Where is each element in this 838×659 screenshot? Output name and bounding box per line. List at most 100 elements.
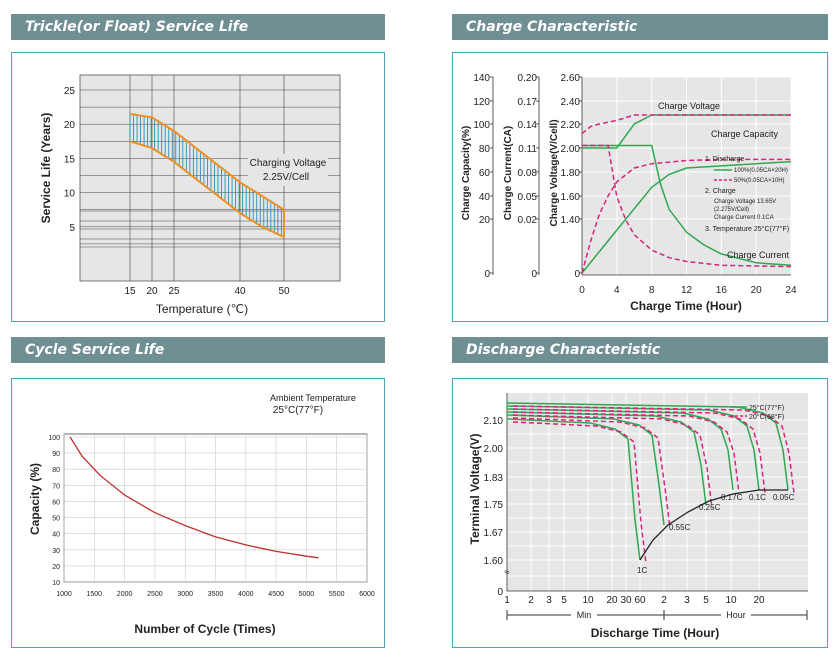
charge-y2tick-label: 0.11 <box>518 144 537 155</box>
discharge-rate-label: 0.05C <box>773 493 795 502</box>
cycle-xtick-label: 5000 <box>299 591 315 598</box>
trickle-xtick-label: 20 <box>146 286 158 297</box>
trickle-ytick-label: 15 <box>64 154 76 165</box>
discharge-xtick-label: 60 <box>634 595 646 606</box>
charge-y2tick-label: 0.02 <box>518 215 538 226</box>
trickle-xtick-label: 15 <box>124 286 136 297</box>
panel-trickle: 5 10 15 20 25 15 20 25 40 50 Temperature (℃) Servic… <box>11 52 385 322</box>
trickle-xtick-label: 50 <box>278 286 290 297</box>
charge-current-label: Charge Current <box>727 250 790 260</box>
charge-xtick-label: 16 <box>716 285 728 296</box>
discharge-curve-25c-5 <box>506 402 789 491</box>
discharge-curve-20c-3 <box>512 411 740 494</box>
discharge-endpoint-line <box>639 489 788 561</box>
charge-y3tick-label: 1.80 <box>561 168 581 179</box>
charge-legend-l2a: Charge Voltage 13.65V <box>714 199 776 205</box>
discharge-axis-break: ≈ <box>505 567 510 577</box>
cycle-ytick-label: 70 <box>52 483 60 490</box>
cycle-xtick-label: 6000 <box>359 591 375 598</box>
trickle-xtick-label: 40 <box>234 286 246 297</box>
cycle-xtick-label: 3500 <box>208 591 224 598</box>
charge-voltage-label: Charge Voltage <box>658 101 720 111</box>
charge-y2tick-label: 0.08 <box>518 168 538 179</box>
cycle-yaxis-title: Capacity (%) <box>28 463 42 535</box>
discharge-rate-label: 0.25C <box>699 503 721 512</box>
trickle-ytick-label: 10 <box>64 189 76 200</box>
charge-legend-l2: 2. Charge <box>705 188 736 195</box>
cycle-xtick-label: 4000 <box>238 591 254 598</box>
discharge-xtick-label: 20 <box>753 595 765 606</box>
discharge-rate-label: 0.55C <box>669 523 691 532</box>
charge-legend-l2c: Charge Current 0.1CA <box>714 215 774 221</box>
panel-charge: 140 120 100 80 60 40 20 0 0.20 0.17 0.14 0.11 0.08 0.… <box>452 52 828 322</box>
cycle-xtick-label: 4500 <box>268 591 284 598</box>
charge-current-50-line <box>582 144 792 268</box>
charge-voltage-50-line <box>581 114 791 135</box>
cycle-ytick-label: 20 <box>52 564 60 571</box>
cycle-ytick-label: 60 <box>52 499 60 506</box>
header-cycle: Cycle Service Life <box>11 337 385 363</box>
charge-y1tick-label: 120 <box>473 97 490 108</box>
trickle-xtick-label: 25 <box>168 286 180 297</box>
discharge-xtick-label: 10 <box>582 595 594 606</box>
discharge-xtick-label: 5 <box>703 595 709 606</box>
discharge-ytick-label: 0 <box>497 587 503 598</box>
discharge-plot-area <box>507 393 808 591</box>
discharge-xtick-label: 30 <box>620 595 632 606</box>
charge-y1tick-label: 60 <box>479 168 491 179</box>
charge-xtick-label: 0 <box>579 285 585 296</box>
cycle-title-line2: 25°C(77°F) <box>273 405 323 416</box>
charge-y2tick-label: 0.17 <box>518 97 538 108</box>
discharge-curve-20c-2 <box>512 414 713 509</box>
charge-y2axis-title: Charge Current(CA) <box>503 126 514 220</box>
charge-y3axis-title: Charge Voltage(V/Cell) <box>549 119 560 226</box>
discharge-rate-label: 0.17C <box>721 493 743 502</box>
discharge-hour-label: Hour <box>726 610 746 620</box>
cycle-ytick-label: 50 <box>52 516 60 523</box>
discharge-min-label: Min <box>577 610 592 620</box>
charge-legend-l1: 1. Discharge <box>705 156 744 163</box>
panel-discharge: 2.10 2.00 1.83 1.75 1.67 1.60 0 1 2 3 5 10 20 30 60 2 3 5… <box>452 378 828 648</box>
cycle-title-line1: Ambient Temperature <box>270 393 356 403</box>
cycle-ytick-label: 10 <box>52 580 60 587</box>
charge-xtick-label: 12 <box>681 285 693 296</box>
cycle-chart: 10 20 30 40 50 60 70 80 90 100 1000 1500 2000 2500 300… <box>28 393 375 636</box>
trickle-chart: 5 10 15 20 25 15 20 25 40 50 Temperature (℃) Servic… <box>39 74 341 316</box>
discharge-rate-label: 0.1C <box>749 493 766 502</box>
discharge-xtick-label: 1 <box>504 595 510 606</box>
discharge-curve-20c-1 <box>512 417 671 529</box>
discharge-yaxis-title: Terminal Voltage(V) <box>468 434 482 545</box>
discharge-min-bg <box>571 609 597 621</box>
cycle-xtick-label: 1000 <box>56 591 72 598</box>
trickle-yaxis-title: Service Life (Years) <box>39 113 53 224</box>
discharge-ytick-label: 1.60 <box>484 556 504 567</box>
trickle-upper-curve <box>129 112 285 211</box>
discharge-curve-25c-1 <box>506 414 665 526</box>
cycle-capacity-line <box>69 436 319 559</box>
charge-y1tick-label: 0 <box>484 269 490 280</box>
charge-capacity-label: Charge Capacity <box>711 129 779 139</box>
trickle-annotation-line2: 2.25V/Cell <box>263 172 309 183</box>
charge-y3tick-label: 2.20 <box>561 120 581 131</box>
charge-y1tick-label: 140 <box>473 73 490 84</box>
charge-y1tick-label: 40 <box>479 192 491 203</box>
cycle-xtick-label: 3000 <box>177 591 193 598</box>
discharge-xtick-label: 10 <box>725 595 737 606</box>
charge-current-100-line <box>582 144 792 267</box>
cycle-ytick-label: 90 <box>52 451 60 458</box>
cycle-xaxis-title: Number of Cycle (Times) <box>134 622 275 636</box>
trickle-annotation-line1: Charging Voltage <box>250 158 327 169</box>
charge-y1tick-label: 20 <box>479 215 491 226</box>
cycle-ytick-label: 40 <box>52 532 60 539</box>
charge-legend-l1a: 100%(0.05CA×20H) <box>734 168 788 174</box>
charge-y3tick-label: 2.60 <box>561 73 581 84</box>
discharge-curve-20c-5 <box>512 405 795 494</box>
cycle-ytick-label: 100 <box>48 435 60 442</box>
charge-y3tick-label: 1.40 <box>561 215 581 226</box>
charge-xtick-label: 20 <box>751 285 763 296</box>
charge-y1axis-title: Charge Capacity(%) <box>461 126 472 220</box>
charge-legend-l1b: 50%(0.05CA×10H) <box>734 178 785 184</box>
charge-legend-l3: 3. Temperature 25°C(77°F) <box>705 225 789 233</box>
charge-y1tick-label: 100 <box>473 120 490 131</box>
